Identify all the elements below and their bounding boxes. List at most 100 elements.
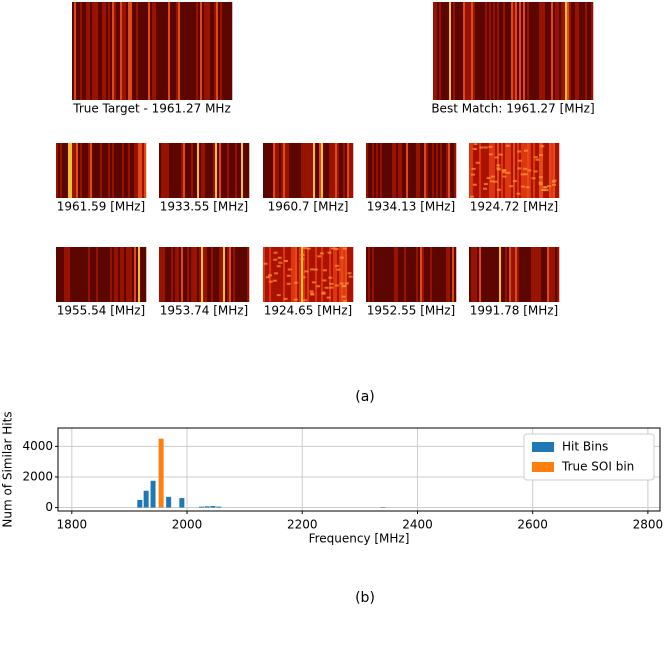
spectrogram-column: [96, 2, 99, 100]
spectrogram: [159, 247, 250, 302]
spectrogram-column: [489, 247, 492, 302]
spectrogram-column: [199, 143, 202, 198]
spectrogram-column: [501, 247, 504, 302]
spectrogram-column: [102, 143, 105, 198]
spectrogram-column: [215, 247, 218, 302]
spectrogram-column: [378, 143, 381, 198]
spectrogram-column: [543, 2, 546, 100]
spectrogram-column: [323, 143, 326, 198]
spectrogram-column: [88, 247, 91, 302]
spectrogram-column: [319, 143, 322, 198]
spectrogram-column: [100, 247, 103, 302]
spectrogram-speckle: [276, 265, 281, 268]
caption-b: (b): [355, 590, 375, 606]
spectrogram-speckle: [294, 281, 299, 284]
spectrogram-column: [509, 247, 512, 302]
spectrogram-column: [473, 143, 476, 198]
spectrogram-column: [98, 247, 101, 302]
spectrogram-speckle: [274, 272, 279, 275]
spectrogram-column: [142, 247, 145, 302]
spectrogram-column: [567, 2, 570, 100]
spectrogram-column: [80, 143, 83, 198]
spectrogram-column: [535, 247, 538, 302]
spectrogram-speckle: [538, 176, 543, 179]
spectrogram-column: [146, 2, 149, 100]
spectrogram-column: [533, 247, 536, 302]
spectrogram-column: [517, 2, 520, 100]
spectrogram-speckle: [301, 276, 306, 279]
spectrogram-column: [321, 247, 324, 302]
spectrogram-column: [384, 143, 387, 198]
spectrogram-speckle: [293, 298, 298, 301]
spectrogram-column: [221, 247, 224, 302]
spectrogram-column: [309, 143, 312, 198]
spectrogram-column: [463, 2, 466, 100]
spectrogram-speckle: [268, 274, 273, 277]
spectrogram-column: [345, 247, 348, 302]
spectrogram-column: [438, 143, 441, 198]
spectrogram-column: [380, 247, 383, 302]
spectrogram-column: [273, 143, 276, 198]
spectrogram-column: [398, 143, 401, 198]
spectrogram-column: [205, 143, 208, 198]
spectrogram-column: [529, 2, 532, 100]
spectrogram-column: [553, 2, 556, 100]
spectrogram-column: [525, 247, 528, 302]
bar: [198, 506, 204, 508]
spectrogram-column: [404, 247, 407, 302]
spectrogram-column: [394, 247, 397, 302]
spectrogram-column: [247, 143, 250, 198]
match-label: 1924.65 [MHz]: [264, 304, 352, 318]
spectrogram-speckle: [284, 260, 289, 263]
spectrogram-column: [541, 143, 544, 198]
spectrogram-column: [112, 143, 115, 198]
spectrogram-column: [452, 247, 455, 302]
spectrogram-column: [587, 2, 590, 100]
spectrogram-speckle: [533, 156, 538, 159]
spectrogram-column: [205, 247, 208, 302]
spectrogram-column: [201, 143, 204, 198]
spectrogram-column: [449, 2, 452, 100]
spectrogram-column: [78, 143, 81, 198]
spectrogram-column: [186, 2, 189, 100]
spectrogram-column: [519, 2, 522, 100]
spectrogram-speckle: [523, 173, 528, 176]
spectrogram-column: [537, 2, 540, 100]
spectrogram-column: [351, 247, 354, 302]
spectrogram-column: [110, 143, 113, 198]
spectrogram-column: [485, 247, 488, 302]
x-tick-label: 1800: [57, 518, 88, 532]
spectrogram-column: [571, 2, 574, 100]
spectrogram-speckle: [538, 183, 543, 186]
spectrogram-column: [112, 247, 115, 302]
spectrogram-column: [378, 247, 381, 302]
spectrogram-column: [333, 143, 336, 198]
spectrogram-column: [501, 2, 504, 100]
spectrogram-column: [513, 143, 516, 198]
spectrogram-column: [461, 2, 464, 100]
spectrogram-column: [64, 143, 67, 198]
spectrogram-speckle: [272, 279, 277, 282]
spectrogram-column: [142, 143, 145, 198]
spectrogram-column: [382, 247, 385, 302]
spectrogram-column: [110, 247, 113, 302]
spectrogram-column: [471, 2, 474, 100]
spectrogram-column: [317, 247, 320, 302]
spectrogram-column: [134, 2, 137, 100]
spectrogram-column: [211, 247, 214, 302]
spectrogram-column: [507, 143, 510, 198]
spectrogram-speckle: [506, 171, 511, 174]
spectrogram-column: [349, 143, 352, 198]
spectrogram-column: [370, 143, 373, 198]
spectrogram-column: [124, 143, 127, 198]
spectrogram-column: [98, 2, 101, 100]
spectrogram-column: [212, 2, 215, 100]
plot-frame: [57, 427, 661, 512]
spectrogram-column: [555, 143, 558, 198]
spectrogram-speckle: [310, 268, 315, 271]
bar: [204, 506, 210, 508]
spectrogram-column: [545, 143, 548, 198]
spectrogram-speckle: [494, 156, 499, 159]
spectrogram-column: [555, 2, 558, 100]
spectrogram-column: [452, 143, 455, 198]
